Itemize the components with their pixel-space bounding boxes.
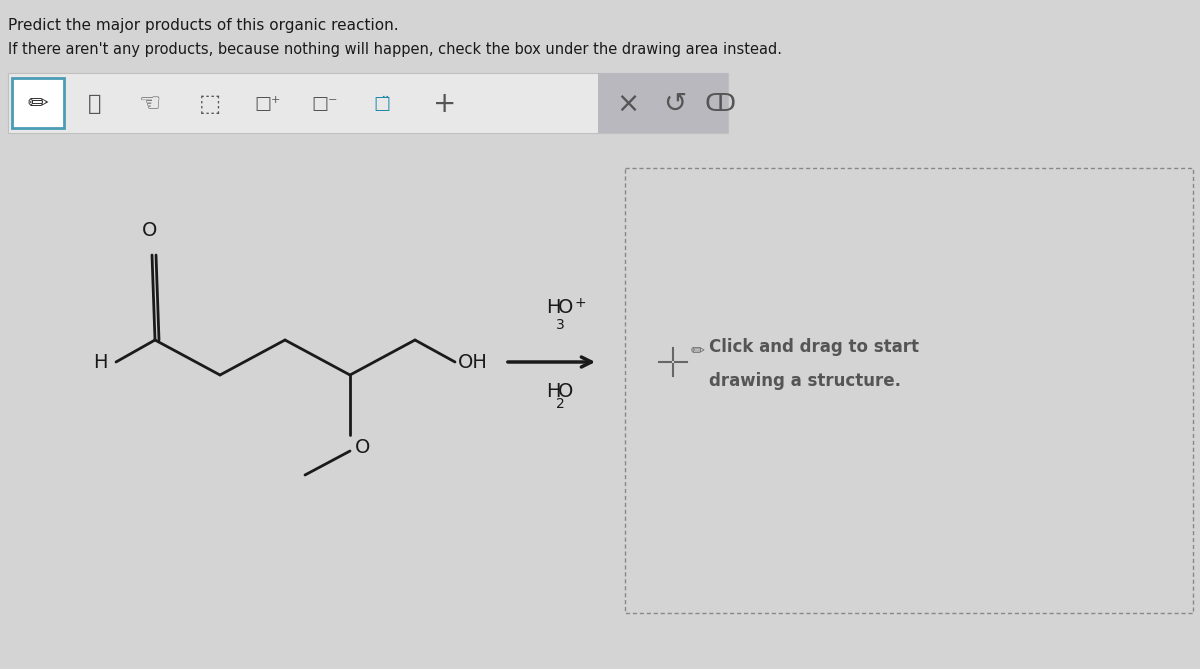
Bar: [598, 73, 728, 133]
Text: 2: 2: [556, 397, 565, 411]
Text: +: +: [575, 296, 587, 310]
Text: ⬚: ⬚: [199, 92, 221, 116]
Text: ⬧: ⬧: [89, 94, 102, 114]
Text: If there aren't any products, because nothing will happen, check the box under t: If there aren't any products, because no…: [8, 42, 782, 57]
Text: ✏: ✏: [28, 92, 48, 116]
Text: O: O: [143, 221, 157, 240]
Text: Click and drag to start: Click and drag to start: [709, 338, 919, 356]
Text: ✏: ✏: [691, 341, 704, 359]
Text: OH: OH: [458, 353, 488, 371]
Text: ☜: ☜: [139, 92, 161, 116]
Text: □⁺: □⁺: [254, 95, 281, 113]
Text: □⁻: □⁻: [312, 95, 338, 113]
Bar: [8, 73, 728, 133]
Bar: [625, 168, 1193, 613]
Text: H: H: [546, 382, 560, 401]
Text: □̈: □̈: [373, 95, 390, 113]
Text: O: O: [558, 382, 574, 401]
Text: +: +: [433, 90, 457, 118]
Text: ×: ×: [617, 90, 640, 118]
Text: ↺: ↺: [664, 90, 686, 118]
Text: O: O: [558, 298, 574, 317]
Text: H: H: [546, 298, 560, 317]
Text: 3: 3: [556, 318, 565, 332]
Text: Predict the major products of this organic reaction.: Predict the major products of this organ…: [8, 18, 398, 33]
Text: ↀ: ↀ: [704, 92, 736, 116]
Text: O: O: [355, 438, 371, 457]
Bar: [12, 78, 64, 128]
Text: drawing a structure.: drawing a structure.: [709, 372, 901, 390]
Text: H: H: [94, 353, 108, 371]
